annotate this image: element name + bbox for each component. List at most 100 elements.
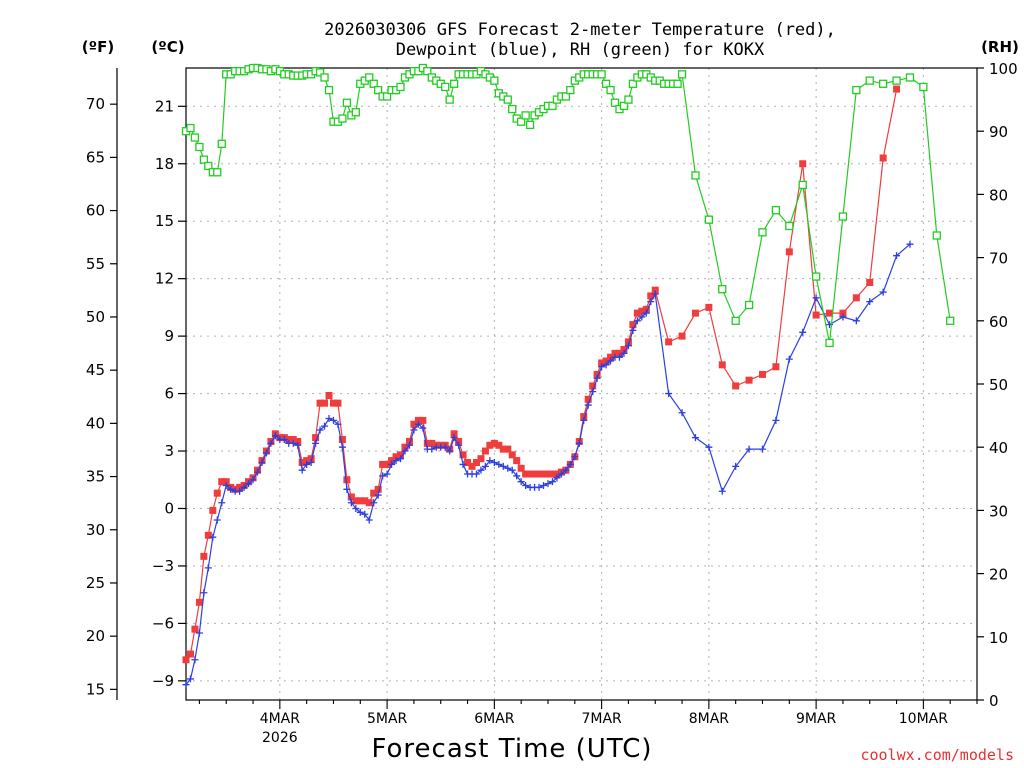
rh-point [449,79,459,88]
fahrenheit-tick-label: 40 [86,414,105,432]
temperature-point [499,445,507,453]
chart-title-line1: 2026030306 GFS Forecast 2-meter Temperat… [324,20,836,40]
rh-point [601,79,611,88]
temperature-point [772,363,780,371]
dewpoint-point [392,457,400,465]
temperature-point [343,476,351,484]
temperature-point [200,552,208,560]
dewpoint-point [566,460,574,468]
rh-point [624,95,633,104]
fahrenheit-tick-label: 25 [86,574,105,592]
x-tick-label: 9MAR [796,711,837,727]
temperature-point [316,399,324,407]
temperature-point [785,248,793,256]
dewpoint-point [575,439,583,447]
rh-point [619,101,629,111]
temperature-point [334,399,342,407]
dewpoint-point [383,470,391,478]
rh-point [199,155,209,164]
rh-tick-label: 40 [989,439,1008,457]
temperature-point [464,459,472,467]
rh-point [315,68,325,77]
dewpoint-point [522,482,530,490]
dewpoint-point [298,466,306,474]
dewpoint-point [638,313,646,321]
rh-point [517,117,526,126]
temperature-point [356,497,364,505]
dewpoint-point [240,483,248,491]
temperature-point [526,470,534,478]
rh-unit-label: (RH) [981,38,1019,56]
x-tick-sublabel: 2026 [262,730,298,746]
rh-point [213,168,222,177]
temperature-point [879,154,887,162]
dewpoint-point [598,363,606,371]
dewpoint-point [397,455,405,463]
dewpoint-point [227,485,235,493]
dewpoint-point [236,487,244,495]
temperature-point [195,598,203,606]
rh-point [731,316,740,325]
dewpoint-point [732,462,740,470]
rh-point [785,221,794,231]
dewpoint-point [321,422,329,430]
dewpoint-point [571,453,579,461]
dewpoint-point [419,424,427,432]
axes: 15 20 25 30 35 40 45 50 55 60 65 70 −9 −6 −3 0 3 6 9 12 15 18… [86,60,1018,746]
x-axis-title: Forecast Time (UTC) [371,734,652,764]
rh-point [521,111,530,120]
dewpoint-point [182,681,190,689]
temperature-point [584,395,592,403]
temperature-point [423,439,431,447]
temperature-point [598,359,606,367]
rh-point [946,316,955,325]
dewpoint-point [222,482,230,490]
temperature-point [633,309,641,317]
rh-point [919,82,928,92]
credit-link[interactable]: coolwx.com/models [860,746,1014,764]
temperature-point [481,447,489,455]
rh-point [691,171,700,180]
dewpoint-point [477,466,485,474]
temperature-point [758,370,766,378]
temperature-point [294,437,302,445]
dewpoint-point [562,466,570,474]
dewpoint-point [772,416,780,424]
dewpoint-point [718,487,726,495]
rh-tick-label: 10 [989,629,1008,647]
dewpoint-point [352,504,360,512]
temperature-point [428,439,436,447]
temperature-point [307,455,315,463]
x-tick-label: 5MAR [367,711,408,727]
rh-point [320,73,329,82]
rh-point [852,85,861,95]
dewpoint-point [414,420,422,428]
celsius-tick-label: 12 [155,270,174,288]
temperature-point [893,85,901,93]
celsius-tick-label: 3 [164,442,174,460]
rh-point [606,85,615,95]
temperature-line [185,88,898,661]
dewpoint-point [517,478,525,486]
dewpoint-point [589,388,597,396]
temperature-point [338,436,346,444]
dewpoint-point [745,445,753,453]
rh-point [217,139,226,148]
dewpoint-point [852,317,860,325]
dewpoint-point [593,374,601,382]
dewpoint-point [280,436,288,444]
series-temperature [182,85,901,664]
dewpoint-point [602,361,610,369]
rh-tick-label: 30 [989,502,1008,520]
dewpoint-point [495,460,503,468]
celsius-tick-label: 6 [164,385,174,403]
temperature-point [718,361,726,369]
temperature-point [182,656,190,664]
dewpoint-point [388,460,396,468]
temperature-point [401,443,409,451]
rh-tick-label: 70 [989,250,1008,268]
temperature-point [611,349,619,357]
dewpoint-point [325,414,333,422]
dewpoint-point [584,401,592,409]
rh-point [932,231,941,240]
